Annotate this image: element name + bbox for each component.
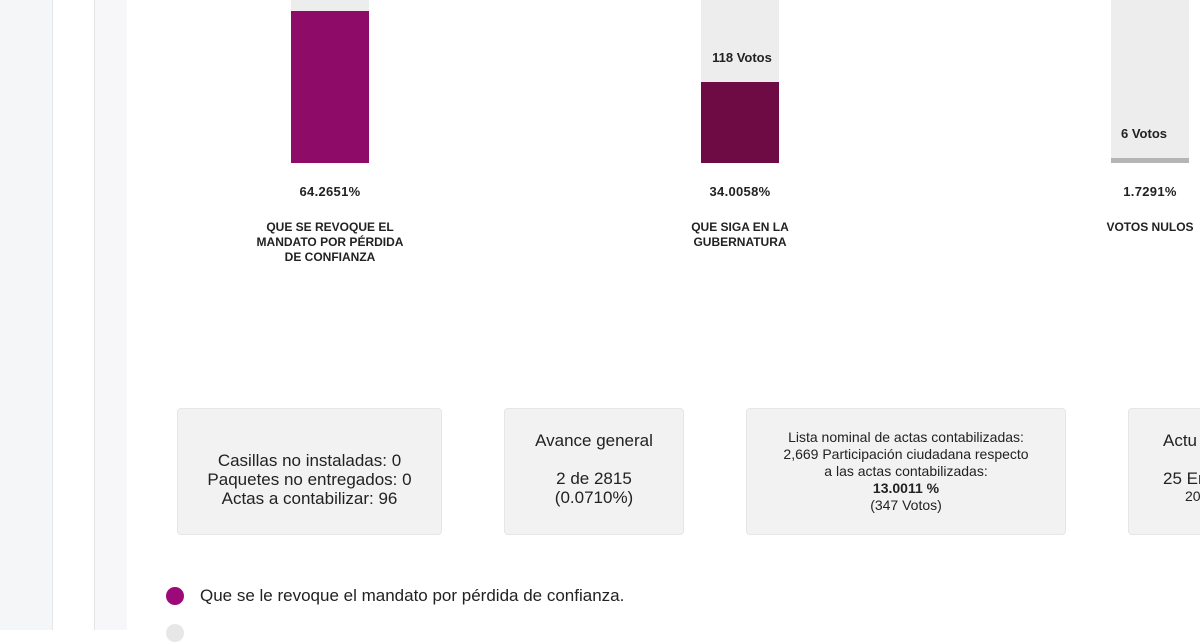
- label-continue: QUE SIGA EN LA GUBERNATURA: [691, 220, 789, 249]
- bar-revoke: [291, 11, 369, 163]
- percent-null: 1.7291%: [1123, 184, 1177, 199]
- lista-line2: 2,669 Participación ciudadana respecto: [783, 446, 1029, 462]
- legend-item-revoke: Que se le revoque el mandato por pérdida…: [166, 586, 624, 606]
- card-casillas: Casillas no instaladas: 0 Paquetes no en…: [177, 408, 442, 535]
- participacion-votes: (347 Votos): [870, 497, 942, 513]
- actualizacion-title: Actu: [1163, 431, 1198, 450]
- bar-votes-continue: 118 Votos: [712, 50, 772, 65]
- bar-null: [1111, 158, 1189, 163]
- lista-line1: Lista nominal de actas contabilizadas:: [788, 429, 1024, 445]
- bar-track-null: [1111, 0, 1189, 163]
- casillas-no-instaladas: Casillas no instaladas: 0: [217, 451, 402, 470]
- avance-percent: (0.0710%): [554, 488, 634, 507]
- left-rail: [94, 0, 127, 630]
- legend-dot-icon: [166, 587, 184, 605]
- actas-a-contabilizar: Actas a contabilizar: 96: [221, 489, 398, 508]
- lista-line3: a las actas contabilizadas:: [824, 463, 988, 479]
- percent-continue: 34.0058%: [709, 184, 771, 199]
- bar-continue: [701, 82, 779, 163]
- legend-dot-icon: [166, 624, 184, 642]
- bar-track-revoke: [291, 0, 369, 163]
- avance-title: Avance general: [535, 431, 653, 450]
- actualizacion-year: 20: [1185, 488, 1200, 504]
- legend-item-partial: [166, 624, 200, 642]
- bar-votes-null: 6 Votos: [1121, 126, 1167, 141]
- participacion-percent: 13.0011 %: [872, 480, 940, 496]
- label-null: VOTOS NULOS: [1106, 220, 1194, 234]
- card-lista-nominal: Lista nominal de actas contabilizadas: 2…: [746, 408, 1066, 535]
- left-gutter: [0, 0, 53, 630]
- label-revoke: QUE SE REVOQUE EL MANDATO POR PÉRDIDA DE…: [256, 220, 404, 264]
- legend-text-revoke: Que se le revoque el mandato por pérdida…: [200, 586, 625, 605]
- bar-track-continue: [701, 0, 779, 163]
- card-avance: Avance general 2 de 2815 (0.0710%): [504, 408, 684, 535]
- avance-value: 2 de 2815: [556, 469, 632, 488]
- actualizacion-date: 25 En: [1163, 469, 1200, 488]
- card-actualizacion: Actu 25 En 20: [1128, 408, 1200, 535]
- paquetes-no-entregados: Paquetes no entregados: 0: [207, 470, 412, 489]
- percent-revoke: 64.2651%: [299, 184, 361, 199]
